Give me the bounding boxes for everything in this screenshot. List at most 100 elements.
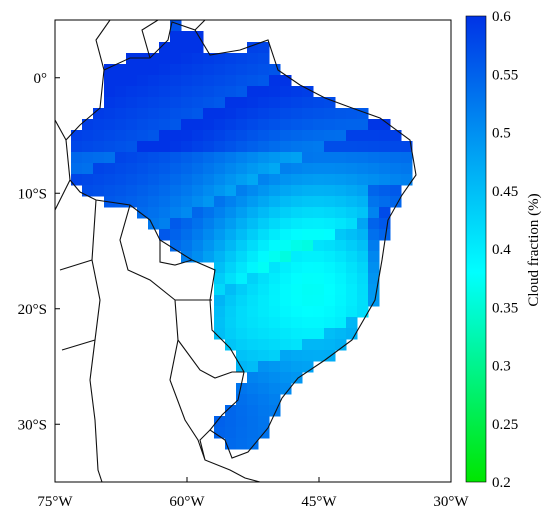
grid-cell [258,185,270,197]
grid-cell [236,262,248,274]
grid-cell [247,262,259,274]
grid-cell [236,141,248,153]
grid-cell [181,97,193,109]
grid-cell [214,328,226,340]
grid-cell [258,163,270,175]
grid-cell [357,306,369,318]
grid-cell [192,174,204,186]
grid-cell [225,273,237,285]
grid-cell [214,218,226,230]
grid-cell [170,130,182,142]
grid-cell [225,119,237,131]
grid-cell [170,108,182,120]
grid-cell [302,306,314,318]
grid-cell [291,306,303,318]
grid-cell [313,350,325,362]
grid-cell [324,251,336,263]
grid-cell [346,174,358,186]
grid-cell [104,130,116,142]
grid-cell [357,174,369,186]
grid-cell [181,163,193,175]
grid-cell [247,86,259,98]
grid-cell [247,218,259,230]
grid-cell [159,42,171,54]
grid-cell [302,97,314,109]
grid-cell [225,438,237,450]
grid-cell [313,141,325,153]
grid-cell [247,295,259,307]
grid-cell [346,306,358,318]
grid-cell [291,97,303,109]
grid-cell [225,229,237,241]
grid-cell [368,207,380,219]
grid-cell [390,163,402,175]
grid-cell [357,207,369,219]
grid-cell [324,207,336,219]
grid-cell [269,229,281,241]
grid-cell [192,218,204,230]
grid-cell [324,350,336,362]
grid-cell [258,53,270,65]
grid-cell [302,207,314,219]
grid-cell [324,229,336,241]
grid-cell [137,97,149,109]
colorbar-tick-label: 0.2 [492,475,511,491]
grid-cell [280,262,292,274]
grid-cell [291,141,303,153]
grid-cell [192,240,204,252]
grid-cell [269,284,281,296]
grid-cell [236,240,248,252]
grid-cell [214,86,226,98]
grid-cell [247,350,259,362]
grid-cell [313,196,325,208]
grid-cell [346,284,358,296]
grid-cell [302,119,314,131]
grid-cell [313,185,325,197]
grid-cell [280,317,292,329]
grid-cell [269,218,281,230]
grid-cell [269,295,281,307]
colorbar-tick-label: 0.3 [492,359,511,375]
grid-cell [247,53,259,65]
grid-cell [192,97,204,109]
grid-cell [269,75,281,87]
grid-cell [82,119,94,131]
grid-cell [324,163,336,175]
grid-cell [324,306,336,318]
grid-cell [291,262,303,274]
grid-cell [291,130,303,142]
grid-cell [346,185,358,197]
grid-cell [390,130,402,142]
grid-cell [104,86,116,98]
grid-cell [280,372,292,384]
grid-cell [313,218,325,230]
grid-cell [346,229,358,241]
grid-cell [225,295,237,307]
grid-cell [291,119,303,131]
grid-cell [225,328,237,340]
grid-cell [214,207,226,219]
grid-cell [203,141,215,153]
grid-cell [401,152,413,164]
grid-cell [280,306,292,318]
colorbar-tick-label: 0.45 [492,184,518,200]
grid-cell [357,196,369,208]
grid-cell [379,141,391,153]
grid-cell [346,163,358,175]
grid-cell [203,53,215,65]
grid-cell [335,240,347,252]
grid-cell [82,163,94,175]
grid-cell [225,185,237,197]
grid-cell [324,196,336,208]
grid-cell [181,31,193,43]
grid-cell [236,196,248,208]
grid-cell [192,53,204,65]
grid-cell [214,108,226,120]
grid-cell [302,141,314,153]
grid-cell [192,75,204,87]
grid-cell [346,317,358,329]
grid-cell [137,185,149,197]
grid-cell [357,152,369,164]
grid-cell [159,53,171,65]
